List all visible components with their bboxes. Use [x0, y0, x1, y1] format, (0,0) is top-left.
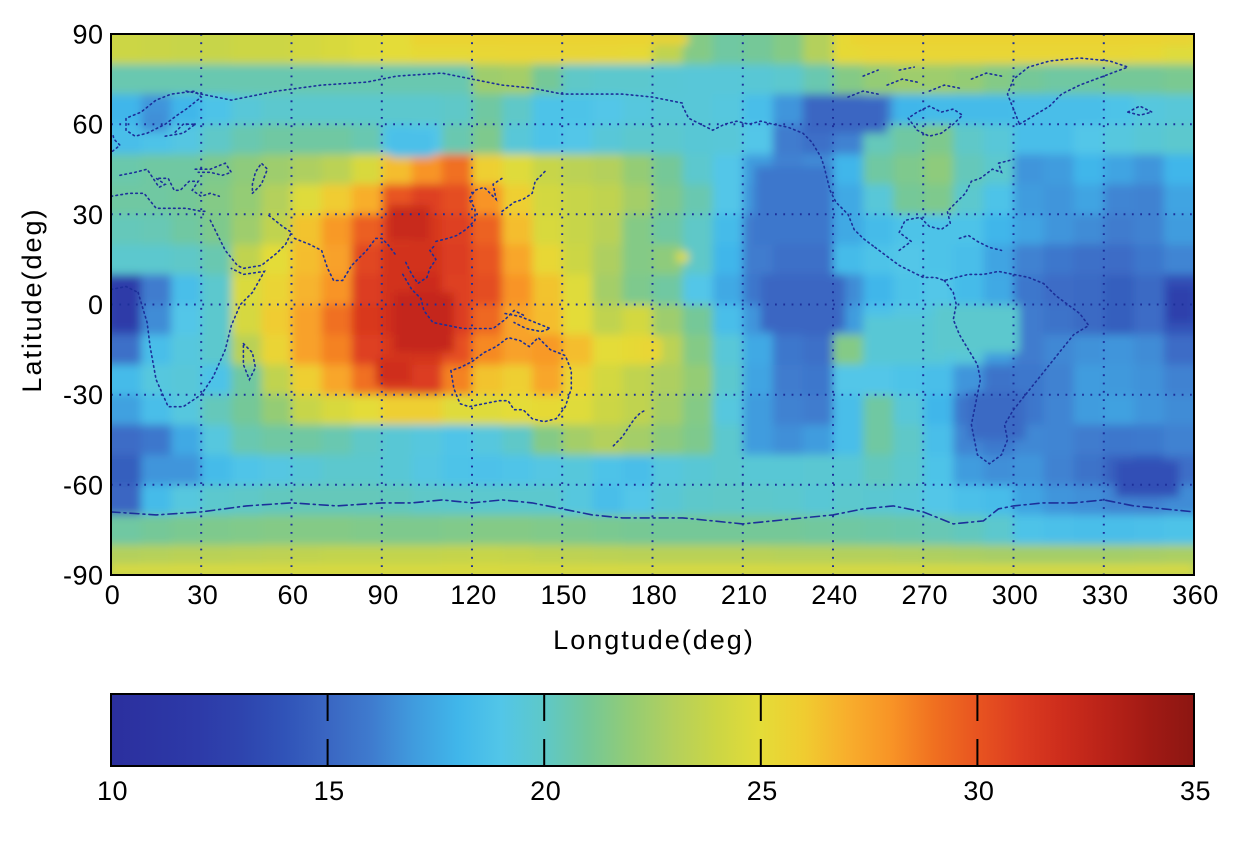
- svg-text:Latitude(deg): Latitude(deg): [17, 207, 47, 392]
- svg-text:90: 90: [368, 580, 399, 610]
- svg-text:0: 0: [105, 580, 121, 610]
- svg-text:30: 30: [187, 580, 218, 610]
- svg-text:-30: -30: [63, 380, 104, 410]
- svg-text:330: 330: [1082, 580, 1129, 610]
- svg-text:Longtude(deg): Longtude(deg): [553, 625, 755, 655]
- svg-text:35: 35: [1180, 776, 1211, 806]
- svg-text:120: 120: [450, 580, 497, 610]
- svg-text:20: 20: [530, 776, 561, 806]
- svg-text:10: 10: [97, 776, 128, 806]
- svg-text:210: 210: [721, 580, 768, 610]
- svg-text:60: 60: [277, 580, 308, 610]
- svg-text:300: 300: [992, 580, 1039, 610]
- svg-text:90: 90: [72, 20, 103, 50]
- svg-text:60: 60: [72, 110, 103, 140]
- svg-text:-90: -90: [63, 561, 104, 591]
- svg-text:25: 25: [747, 776, 778, 806]
- svg-text:270: 270: [902, 580, 949, 610]
- svg-text:360: 360: [1172, 580, 1219, 610]
- svg-text:150: 150: [541, 580, 588, 610]
- svg-text:30: 30: [72, 200, 103, 230]
- svg-text:240: 240: [811, 580, 858, 610]
- svg-text:30: 30: [963, 776, 994, 806]
- svg-text:180: 180: [631, 580, 678, 610]
- svg-text:-60: -60: [63, 470, 104, 500]
- svg-text:0: 0: [88, 290, 104, 320]
- svg-text:15: 15: [314, 776, 345, 806]
